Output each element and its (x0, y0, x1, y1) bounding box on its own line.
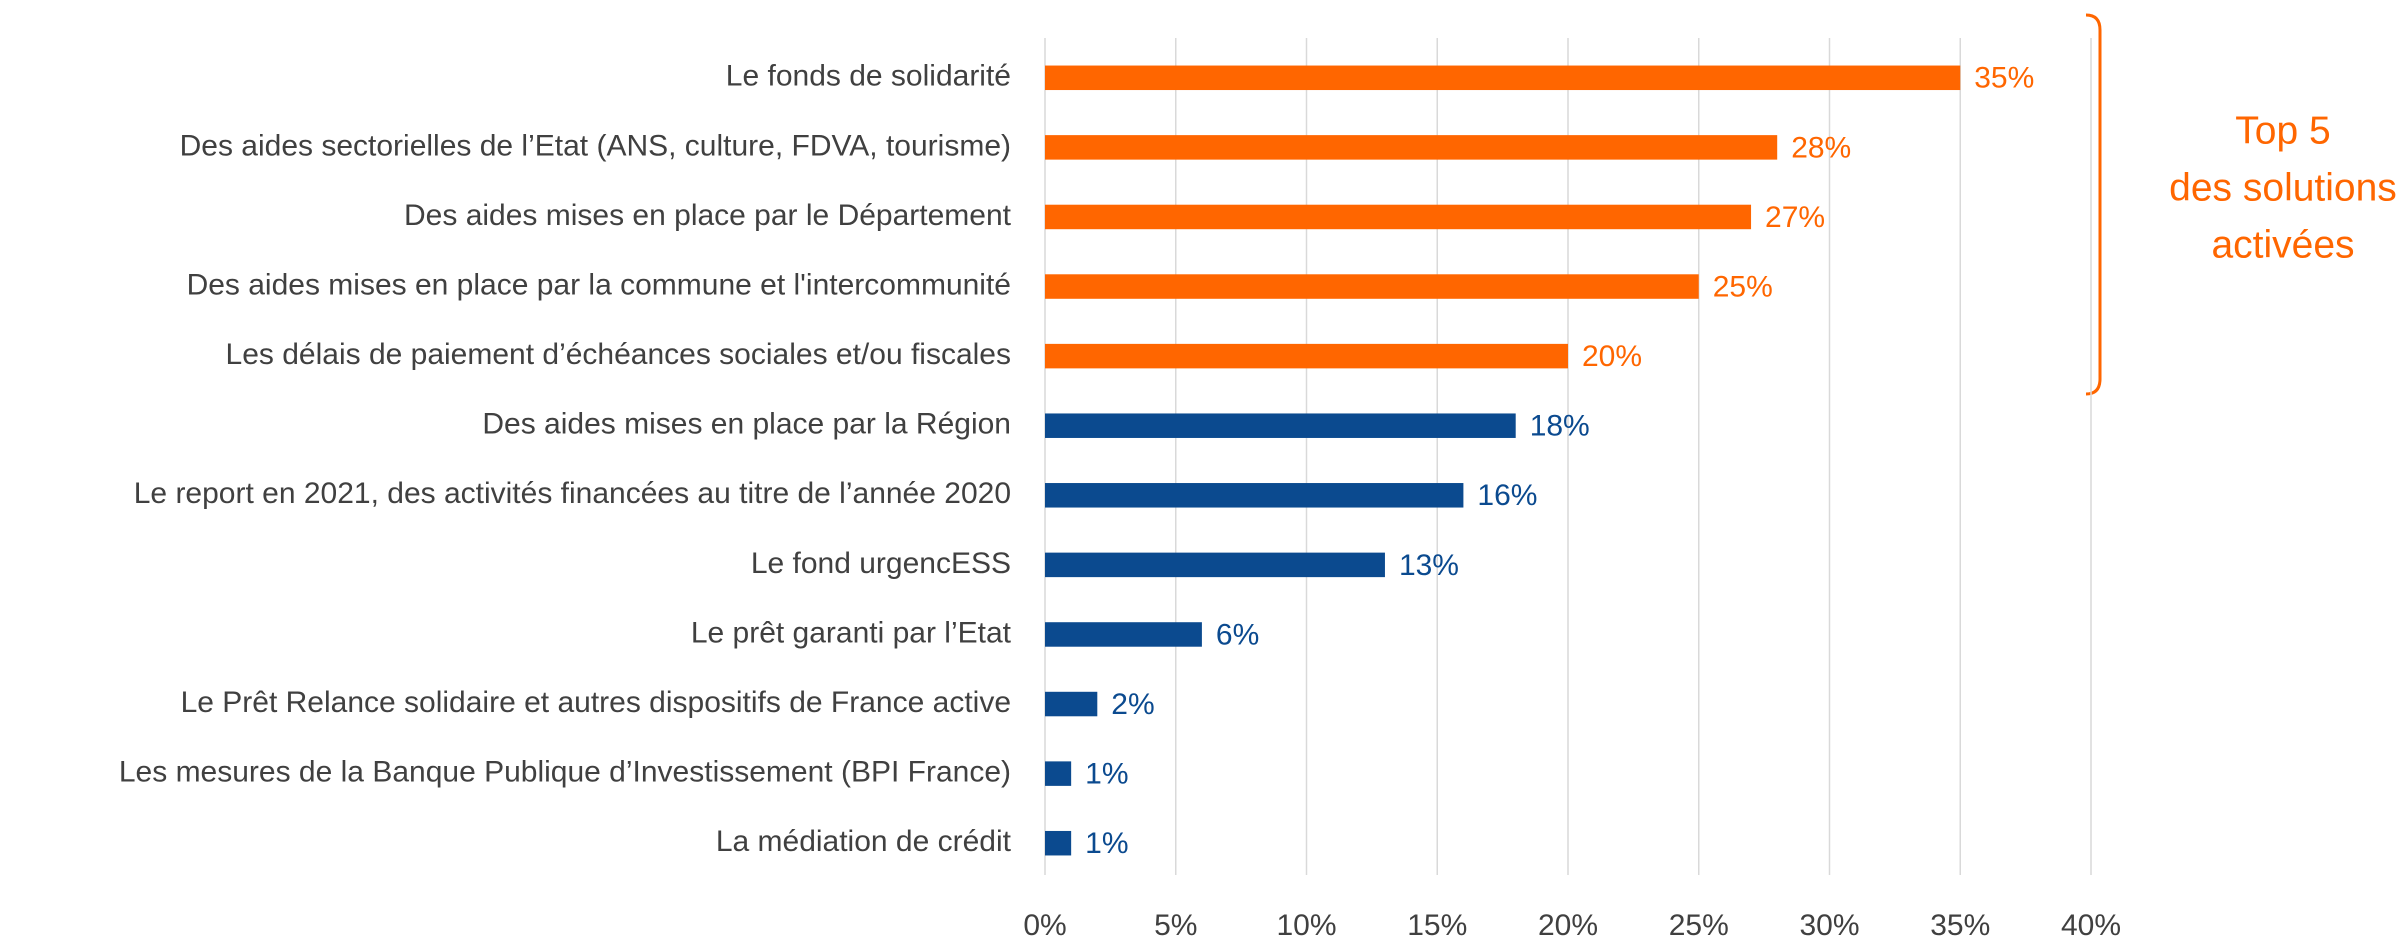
y-tick-label: Les délais de paiement d’échéances socia… (226, 338, 1011, 371)
x-tick-label: 25% (1669, 909, 1729, 940)
y-tick-label: La médiation de crédit (716, 825, 1012, 858)
bar (1045, 274, 1699, 299)
y-tick-label: Les mesures de la Banque Publique d’Inve… (119, 756, 1011, 789)
bracket (2085, 13, 2102, 396)
bar (1045, 552, 1385, 578)
x-tick-label: 30% (1799, 909, 1859, 940)
value-label: 35% (1974, 62, 2034, 95)
annotation: activées (2211, 223, 2354, 266)
y-tick-label: Des aides mises en place par le Départem… (404, 199, 1012, 232)
bar (1045, 65, 1961, 91)
x-tick-label: 15% (1407, 909, 1467, 940)
bar (1045, 135, 1778, 160)
x-tick-label: 40% (2061, 909, 2121, 940)
bar (1045, 483, 1464, 508)
annotation: des solutions (2169, 166, 2397, 209)
bar (1045, 204, 1752, 230)
value-label: 20% (1582, 340, 1642, 373)
y-tick-label: Le report en 2021, des activités financé… (134, 477, 1011, 510)
bar (1045, 413, 1516, 438)
x-tick-label: 5% (1154, 909, 1197, 940)
value-label: 1% (1085, 758, 1128, 791)
y-tick-label: Le Prêt Relance solidaire et autres disp… (181, 686, 1011, 719)
x-tick-label: 10% (1276, 909, 1336, 940)
value-label: 25% (1713, 270, 1773, 303)
y-tick-label: Le fond urgencESS (751, 547, 1011, 580)
value-label: 13% (1399, 549, 1459, 582)
annotation: Top 5 (2235, 109, 2330, 152)
bar (1045, 343, 1568, 369)
value-label: 2% (1111, 688, 1154, 721)
y-tick-label: Des aides mises en place par la commune … (187, 268, 1011, 301)
y-tick-label: Le prêt garanti par l’Etat (691, 616, 1012, 649)
value-label: 27% (1765, 201, 1825, 234)
value-label: 16% (1477, 479, 1537, 512)
bar (1045, 622, 1202, 647)
y-tick-label: Des aides sectorielles de l’Etat (ANS, c… (180, 129, 1011, 162)
x-tick-label: 35% (1930, 909, 1990, 940)
value-label: 1% (1085, 827, 1128, 860)
x-tick-label: 0% (1023, 909, 1066, 940)
bar (1045, 761, 1072, 786)
y-tick-label: Le fonds de solidarité (726, 60, 1011, 93)
bar (1045, 691, 1098, 717)
x-tick-label: 20% (1538, 909, 1598, 940)
value-label: 28% (1791, 131, 1851, 164)
value-label: 6% (1216, 618, 1259, 651)
y-tick-label: Des aides mises en place par la Région (482, 408, 1011, 441)
bar (1045, 830, 1072, 856)
value-label: 18% (1530, 410, 1590, 443)
